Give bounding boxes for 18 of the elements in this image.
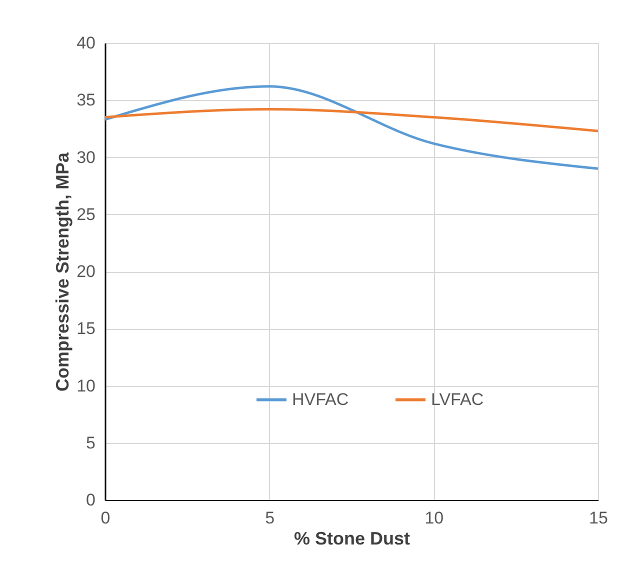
- y-tick-label: 10: [76, 376, 96, 396]
- x-tick-label: 15: [589, 508, 608, 528]
- y-tick-label: 35: [76, 90, 96, 110]
- y-tick-label: 25: [76, 204, 96, 224]
- x-tick-label: 0: [100, 508, 110, 528]
- y-tick-label: 20: [76, 262, 96, 281]
- y-tick-label: 5: [86, 433, 96, 452]
- y-axis-title: Compressive Strength, MPa: [52, 151, 73, 392]
- y-tick-label: 40: [76, 34, 96, 52]
- y-tick-label: 15: [76, 319, 96, 338]
- x-axis-title: % Stone Dust: [294, 528, 410, 548]
- legend-label: HVFAC: [292, 390, 349, 409]
- y-tick-label: 30: [76, 148, 96, 167]
- line-series: [104, 85, 600, 170]
- legend-label: LVFAC: [431, 390, 484, 409]
- y-tick-label: 0: [86, 490, 96, 510]
- x-tick-label: 10: [424, 508, 444, 528]
- x-tick-label: 5: [265, 508, 275, 528]
